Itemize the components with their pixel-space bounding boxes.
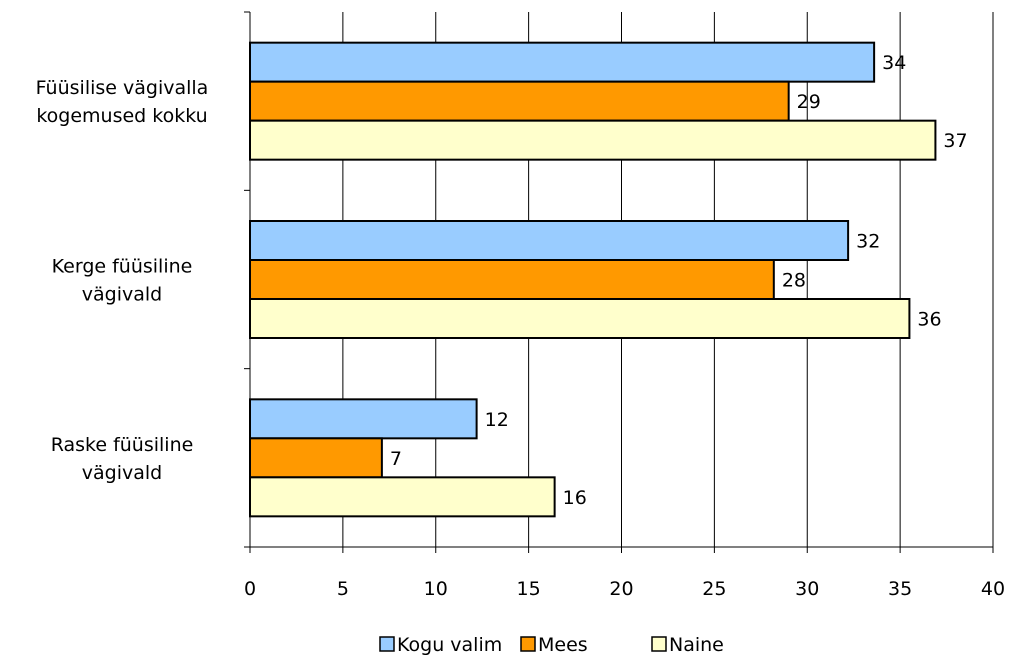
x-tick-label: 5: [337, 578, 349, 600]
x-tick-label: 25: [702, 578, 726, 600]
data-label: 32: [856, 231, 880, 253]
data-label: 28: [782, 270, 806, 292]
category-label: Raske füüsiline vägivald: [51, 434, 194, 484]
axes: [244, 11, 994, 553]
data-labels: 34 29 37 32 28 36 12 7 16: [390, 52, 968, 509]
bar: [249, 476, 556, 518]
data-label: 36: [917, 309, 941, 331]
x-tick-label: 40: [981, 578, 1005, 600]
x-tick-label: 35: [888, 578, 912, 600]
bars: [249, 41, 937, 518]
category-label-line: Raske füüsiline: [51, 434, 194, 456]
x-tick-label: 15: [517, 578, 541, 600]
bar: [249, 437, 383, 479]
bar: [249, 41, 876, 83]
bar: [249, 80, 790, 122]
category-label-line: Füüsilise vägivalla: [36, 77, 209, 99]
data-label: 34: [882, 52, 906, 74]
legend-swatch: [520, 636, 536, 652]
category-label-line: Kerge füüsiline: [52, 256, 193, 278]
bar: [249, 119, 937, 161]
bar: [249, 298, 911, 339]
legend: Kogu valim Mees Naine: [379, 634, 724, 656]
x-tick-label: 30: [795, 578, 819, 600]
legend-swatch: [651, 636, 667, 652]
legend-label: Kogu valim: [397, 634, 502, 656]
x-tick-label: 0: [244, 578, 256, 600]
bar: [249, 220, 850, 261]
category-label: Füüsilise vägivalla kogemused kokku: [36, 77, 209, 127]
category-label-line: kogemused kokku: [36, 105, 207, 127]
bar: [249, 398, 478, 440]
x-tick-label: 20: [609, 578, 633, 600]
category-label: Kerge füüsiline vägivald: [52, 256, 193, 306]
data-label: 7: [390, 448, 402, 470]
bar: [249, 259, 775, 300]
legend-label: Naine: [669, 634, 724, 656]
data-label: 16: [563, 487, 587, 509]
legend-swatch: [379, 636, 395, 652]
category-labels: Füüsilise vägivalla kogemused kokku Kerge …: [36, 77, 209, 484]
data-label: 29: [797, 91, 821, 113]
x-tick-label: 10: [424, 578, 448, 600]
legend-label: Mees: [538, 634, 588, 656]
x-tick-labels: 0 5 10 15 20 25 30 35 40: [244, 578, 1005, 600]
category-label-line: vägivald: [82, 284, 162, 306]
category-label-line: vägivald: [82, 462, 162, 484]
data-label: 12: [485, 409, 509, 431]
data-label: 37: [943, 130, 967, 152]
